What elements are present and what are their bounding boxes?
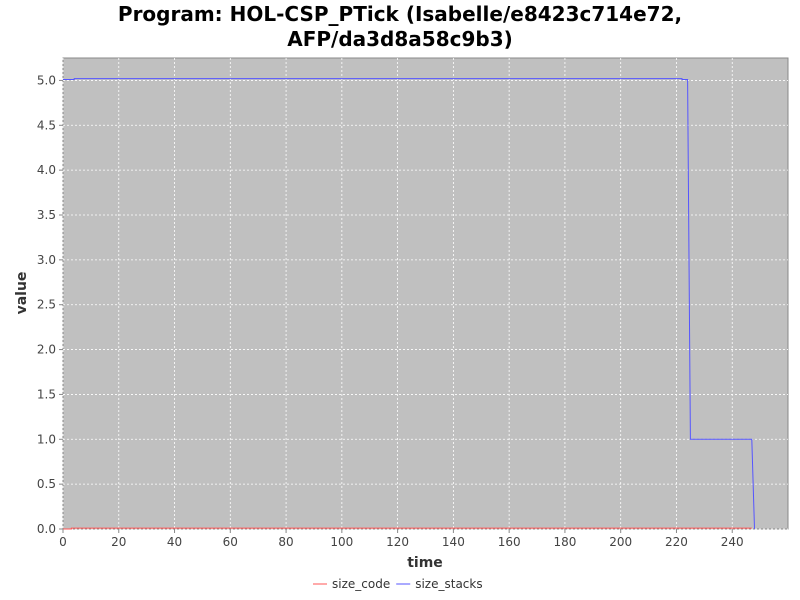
y-tick-label: 0.0: [37, 522, 56, 536]
y-tick-label: 5.0: [37, 73, 56, 87]
x-tick-label: 240: [721, 535, 744, 549]
x-tick-label: 60: [223, 535, 238, 549]
chart-title-line-1: Program: HOL-CSP_PTick (Isabelle/e8423c7…: [117, 2, 683, 26]
x-tick-label: 180: [553, 535, 576, 549]
y-tick-label: 1.5: [37, 387, 56, 401]
y-axis: 0.0 0.5 1.0 1.5 2.0 2.5 3.0 3.5 4.0 4.5 5.0: [37, 73, 63, 536]
y-tick-label: 4.0: [37, 163, 56, 177]
plot-area: [62, 57, 789, 530]
y-tick-label: 1.0: [37, 432, 56, 446]
chart-title: Program: HOL-CSP_PTick (Isabelle/e8423c7…: [0, 2, 800, 52]
x-tick-label: 220: [665, 535, 688, 549]
legend-label-size-code: size_code: [332, 577, 390, 591]
y-tick-label: 4.5: [37, 118, 56, 132]
y-tick-label: 2.5: [37, 298, 56, 312]
series-group: [63, 78, 755, 530]
y-tick-label: 3.5: [37, 208, 56, 222]
x-axis: 0 20 40 60 80 100 120 140 160 180 200 220 240: [59, 529, 744, 549]
x-tick-label: 80: [278, 535, 293, 549]
legend-label-size-stacks: size_stacks: [415, 577, 482, 591]
x-tick-label: 200: [609, 535, 632, 549]
x-tick-label: 120: [386, 535, 409, 549]
y-tick-label: 3.0: [37, 253, 56, 267]
y-tick-label: 0.5: [37, 477, 56, 491]
grid: [62, 58, 788, 530]
x-tick-label: 40: [167, 535, 182, 549]
chart-title-line-2: AFP/da3d8a58c9b3): [287, 27, 513, 51]
x-tick-label: 160: [498, 535, 521, 549]
series-line-size-code: [63, 527, 752, 530]
y-tick-label: 2.0: [37, 343, 56, 357]
x-axis-label: time: [407, 555, 443, 571]
x-tick-label: 100: [330, 535, 353, 549]
x-tick-label: 0: [59, 535, 67, 549]
series-line-size-stacks: [63, 78, 755, 530]
y-axis-label: value: [14, 272, 30, 315]
x-tick-label: 20: [111, 535, 126, 549]
x-tick-label: 140: [442, 535, 465, 549]
legend: size_code size_stacks: [313, 577, 483, 591]
